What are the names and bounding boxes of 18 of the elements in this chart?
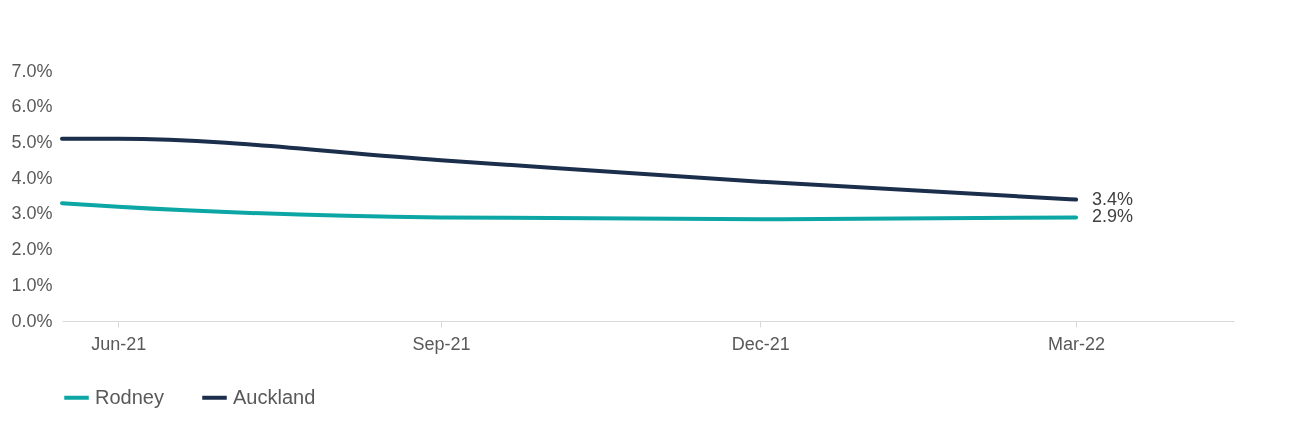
x-tick-label: Sep-21	[412, 333, 471, 354]
y-tick-label: 3.0%	[11, 203, 53, 224]
data-label: 2.9%	[1092, 206, 1134, 227]
x-tick-label: Jun-21	[91, 333, 147, 354]
y-tick-label: 1.0%	[11, 274, 53, 295]
x-tick-label: Mar-22	[1048, 333, 1106, 354]
y-tick-label: 6.0%	[11, 96, 53, 117]
legend-label: Auckland	[233, 385, 316, 408]
y-tick-label: 2.0%	[11, 239, 53, 260]
y-tick-label: 0.0%	[11, 310, 53, 331]
y-tick-label: 5.0%	[11, 131, 53, 152]
data-label: 3.4%	[1092, 188, 1134, 209]
legend-label: Rodney	[95, 385, 164, 408]
y-tick-label: 4.0%	[11, 167, 53, 188]
y-tick-label: 7.0%	[11, 60, 53, 81]
x-tick-label: Dec-21	[731, 333, 790, 354]
line-series	[60, 136, 1079, 202]
line-series	[60, 201, 1079, 222]
